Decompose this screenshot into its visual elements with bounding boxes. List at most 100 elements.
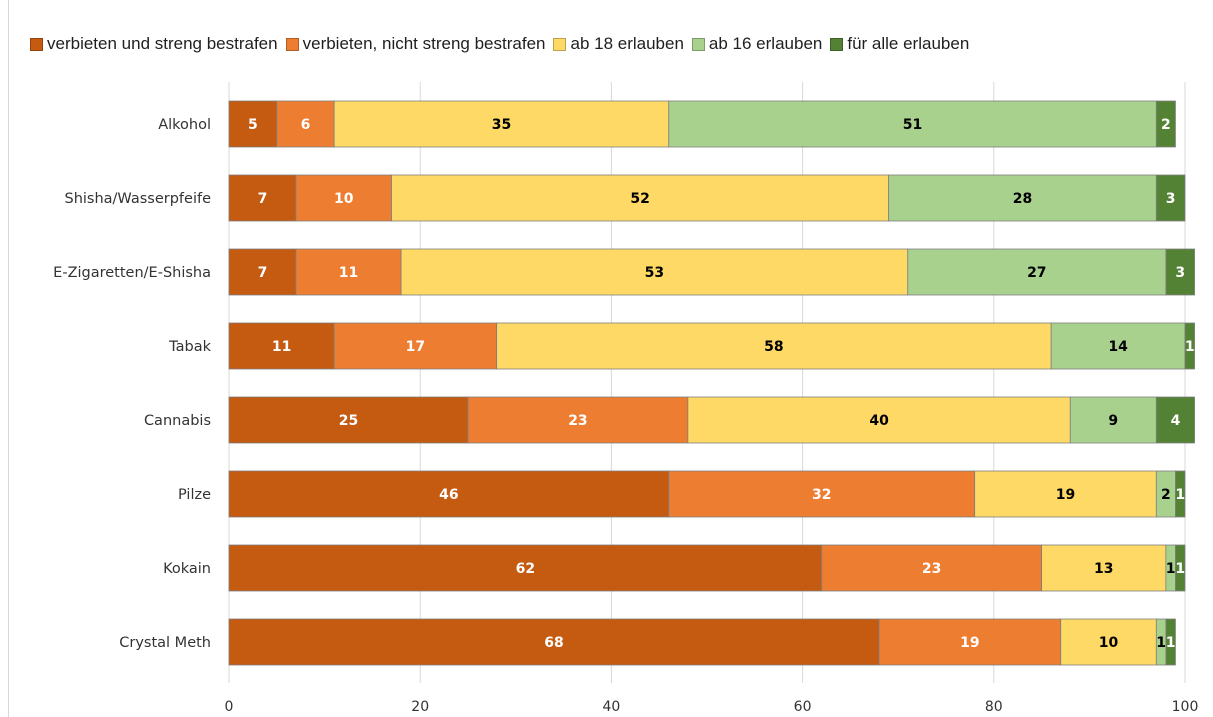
data-label: 68 [544, 635, 563, 651]
data-label: 51 [903, 117, 922, 133]
data-label: 40 [869, 413, 889, 429]
bar-segment [228, 470, 670, 518]
category-label: Crystal Meth [119, 635, 211, 651]
bar-segment [1050, 322, 1186, 370]
data-label: 27 [1027, 265, 1046, 281]
x-tick-label: 60 [794, 699, 812, 715]
bar-segment [668, 470, 976, 518]
bar-segment [333, 100, 670, 148]
legend-label: verbieten, nicht streng bestrafen [302, 34, 546, 53]
bar-segment [1041, 544, 1167, 592]
legend-swatch [30, 37, 43, 51]
bar-segment [496, 322, 1052, 370]
data-label: 6 [301, 117, 311, 133]
bar-segment [878, 618, 1062, 666]
x-tick-label: 100 [1172, 699, 1199, 715]
bar-segment [1184, 322, 1195, 370]
data-label: 1 [1166, 635, 1176, 651]
bar-segment [228, 100, 278, 148]
bar-segment [228, 396, 469, 444]
bar-segment [1155, 396, 1195, 444]
legend-swatch [285, 37, 299, 51]
bar-segment [276, 100, 335, 148]
category-label: Tabak [168, 339, 211, 355]
bar-segment [228, 322, 335, 370]
data-label: 32 [812, 487, 831, 503]
data-label: 53 [645, 265, 664, 281]
data-label: 1 [1166, 561, 1176, 577]
bar-segment [228, 618, 880, 666]
category-label: Shisha/Wasserpfeife [64, 191, 211, 207]
bars: 5 6 35 51 27 10 52 28 37 11 53 27 311 17 58 14 125 23 40 9 4… [228, 100, 1195, 666]
data-label: 62 [516, 561, 535, 577]
data-label: 23 [922, 561, 941, 577]
bar-segment [1175, 544, 1186, 592]
data-label: 17 [406, 339, 425, 355]
data-label: 1 [1175, 561, 1185, 577]
bar-segment [228, 248, 297, 296]
category-label: Kokain [163, 561, 211, 577]
x-axis: 0 20 40 60 80 100 [225, 699, 1199, 715]
data-label: 19 [1056, 487, 1075, 503]
data-label: 1 [1185, 339, 1195, 355]
legend-item: ab 18 erlauben [553, 34, 684, 54]
data-label: 7 [258, 265, 268, 281]
bar-segment [333, 322, 498, 370]
data-label: 9 [1108, 413, 1118, 429]
data-label: 3 [1175, 265, 1185, 281]
legend-label: ab 16 erlauben [708, 34, 823, 53]
bar-segment [821, 544, 1042, 592]
x-tick-label: 0 [225, 699, 234, 715]
legend-label: für alle erlauben [847, 34, 970, 53]
chart-frame [8, 0, 1213, 717]
data-label: 25 [339, 413, 358, 429]
bar-segment [400, 248, 909, 296]
legend-item: verbieten, nicht streng bestrafen [285, 34, 546, 54]
x-tick-label: 20 [411, 699, 429, 715]
legend-swatch [553, 37, 567, 51]
data-label: 13 [1094, 561, 1113, 577]
data-label: 58 [764, 339, 783, 355]
bar-segment [668, 100, 1157, 148]
data-label: 7 [258, 191, 268, 207]
bar-segment [1165, 618, 1176, 666]
legend-item: für alle erlauben [830, 34, 969, 54]
data-label: 10 [334, 191, 354, 207]
data-label: 14 [1108, 339, 1128, 355]
bar-segment [1175, 470, 1186, 518]
data-label: 23 [568, 413, 587, 429]
bar-segment [888, 174, 1157, 222]
category-label: Cannabis [144, 413, 211, 429]
data-label: 52 [630, 191, 649, 207]
data-label: 11 [272, 339, 291, 355]
legend-label: verbieten und streng bestrafen [47, 34, 278, 53]
data-label: 46 [439, 487, 458, 503]
bar-segment [467, 396, 689, 444]
x-tick-label: 40 [602, 699, 620, 715]
data-label: 2 [1161, 487, 1171, 503]
bar-segment [391, 174, 890, 222]
legend-item: ab 16 erlauben [691, 34, 823, 54]
bar-segment [295, 248, 402, 296]
data-label: 3 [1166, 191, 1176, 207]
data-label: 28 [1013, 191, 1032, 207]
category-label: Pilze [178, 487, 211, 503]
bar-segment [1069, 396, 1157, 444]
bar-segment [907, 248, 1167, 296]
legend-item: verbieten und streng bestrafen [30, 34, 278, 54]
bar-segment [1155, 174, 1186, 222]
legend: verbieten und streng bestrafen verbieten,… [30, 32, 969, 56]
x-tick-label: 80 [985, 699, 1003, 715]
category-label: Alkohol [158, 117, 211, 133]
legend-swatch [830, 37, 844, 51]
data-label: 19 [960, 635, 979, 651]
data-label: 10 [1099, 635, 1119, 651]
bar-segment [228, 174, 297, 222]
data-label: 11 [339, 265, 358, 281]
data-label: 1 [1175, 487, 1185, 503]
bar-segment [1155, 100, 1176, 148]
data-label: 1 [1156, 635, 1166, 651]
gridlines [228, 82, 1186, 683]
bar-segment [1165, 248, 1195, 296]
